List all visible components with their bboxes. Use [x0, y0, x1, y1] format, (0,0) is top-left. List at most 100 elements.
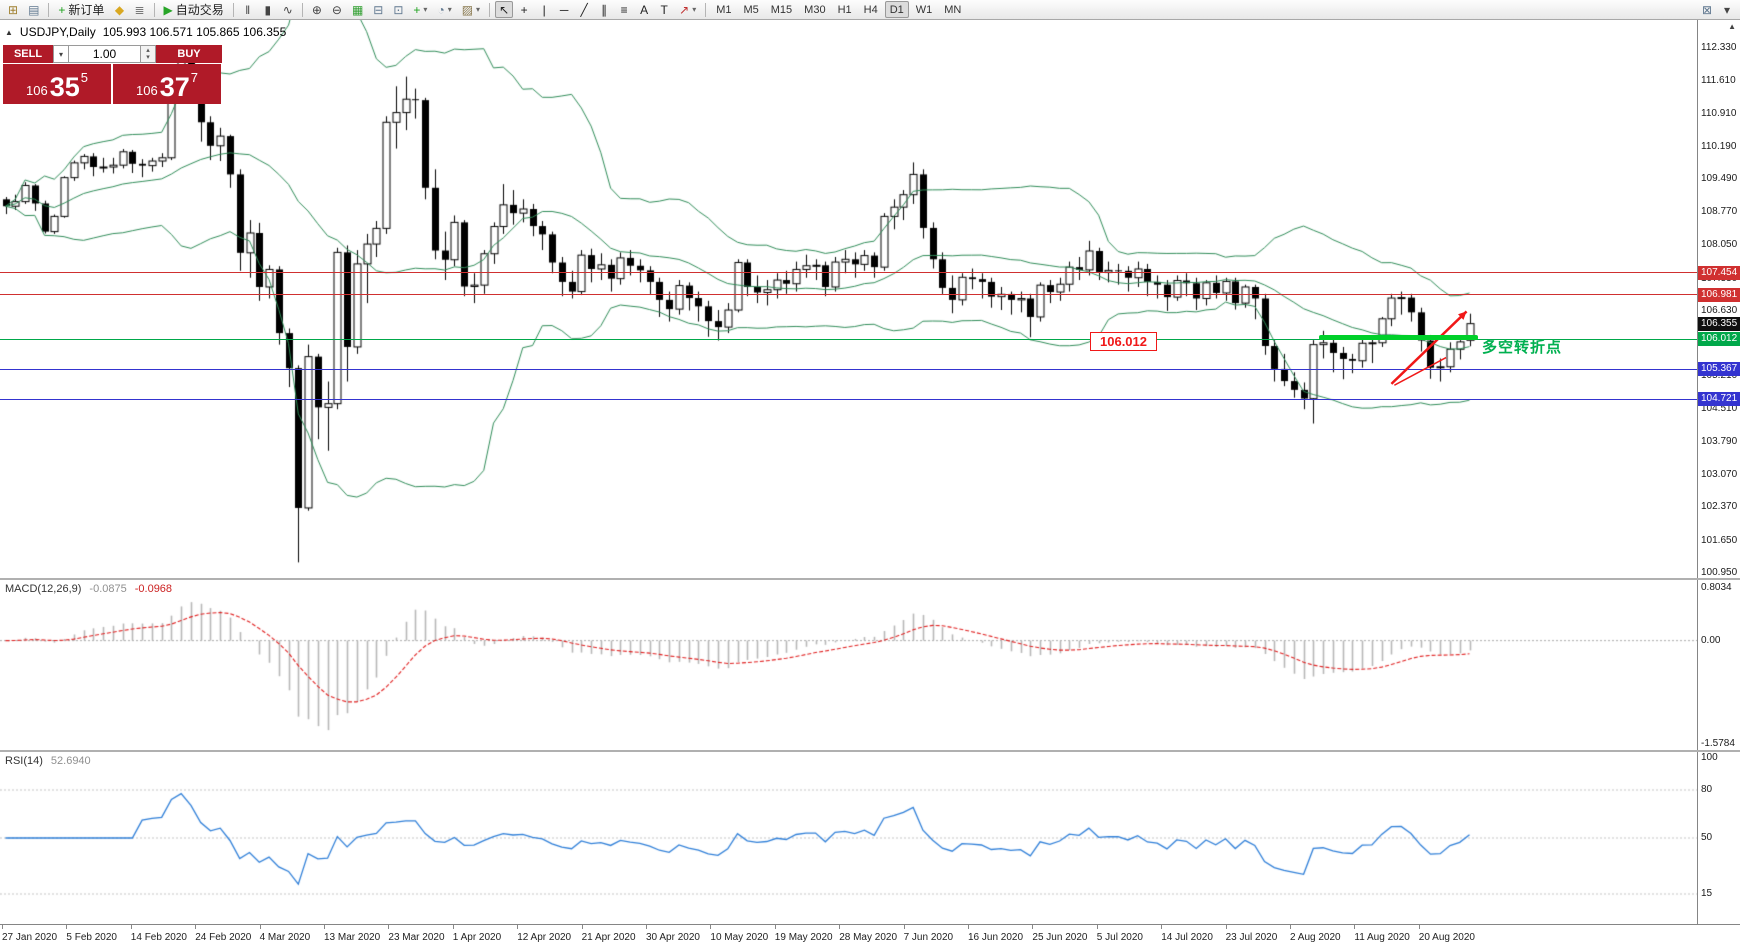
price-chart-canvas[interactable]	[0, 20, 1697, 578]
buy-button[interactable]: BUY	[156, 45, 222, 63]
new-order-button-glyph: +	[58, 2, 66, 17]
price-axis[interactable]: 112.330 111.610 110.910 110.190 109.490 108.7…	[1697, 20, 1740, 578]
cascade-windows-icon[interactable]: ⊟	[369, 1, 387, 18]
print-icon-glyph: ⊠	[1701, 2, 1712, 17]
timeframe-button-m15[interactable]: M15	[770, 3, 793, 16]
rsi-canvas[interactable]	[0, 752, 1697, 924]
horizontal-line-icon[interactable]: ─	[555, 1, 573, 18]
timeframe-button-h4[interactable]: H4	[863, 3, 878, 16]
date-label: 1 Apr 2020	[452, 932, 502, 943]
candlestick-mode-icon-glyph: ▮	[264, 2, 272, 17]
arrows-icon[interactable]: ↗ ▾	[675, 1, 700, 18]
sell-price-button[interactable]: 106 35 5	[3, 64, 111, 104]
new-order-button[interactable]: + 新订单	[54, 1, 108, 18]
panel-splitter[interactable]	[0, 750, 1740, 752]
order-type-dropdown[interactable]: ▾	[53, 45, 69, 63]
chart-scroll-up-icon[interactable]: ▲	[1728, 22, 1736, 31]
date-label: 24 Feb 2020	[195, 932, 252, 943]
cursor-icon[interactable]: ↖	[495, 1, 514, 18]
date-tick	[1418, 925, 1420, 929]
line-chart-mode-icon[interactable]: ∿	[279, 1, 297, 18]
line-chart-mode-icon-glyph: ∿	[282, 2, 293, 17]
date-label: 30 Apr 2020	[646, 932, 700, 943]
text-label-icon-glyph: T	[660, 2, 668, 17]
dropdown-caret-icon: ▾	[423, 5, 428, 14]
date-label: 13 Mar 2020	[324, 932, 381, 943]
autotrading-button[interactable]: ▶ 自动交易	[160, 1, 228, 18]
rsi-scale-label: 50	[1701, 832, 1713, 843]
candlestick-mode-icon[interactable]: ▮	[259, 1, 277, 18]
print-icon[interactable]: ⊠	[1698, 1, 1716, 18]
one-click-trading-toggle[interactable]: ▲	[5, 27, 13, 37]
date-label: 7 Jun 2020	[903, 932, 954, 943]
toolbar-separator	[232, 2, 234, 17]
price-tick: 110.190	[1701, 140, 1737, 152]
time-axis[interactable]: 27 Jan 2020 5 Feb 2020 14 Feb 2020 24 Feb 2…	[0, 924, 1740, 949]
chart-profiles-icon[interactable]: ▤	[24, 1, 43, 18]
crosshair-icon[interactable]: +	[515, 1, 533, 18]
date-label: 27 Jan 2020	[2, 932, 58, 943]
toolbar-overflow-icon-glyph: ▾	[1723, 2, 1731, 17]
new-chart-icon[interactable]: ⊞	[4, 1, 22, 18]
timeframe-button-m30[interactable]: M30	[804, 3, 826, 16]
rsi-axis[interactable]: 100 80 50 15	[1697, 752, 1740, 924]
timeframe-button-m1[interactable]: M1	[716, 3, 732, 16]
vertical-line-icon[interactable]: |	[535, 1, 553, 18]
metaeditor-icon-glyph: ◆	[114, 2, 125, 17]
buy-price-sup: 7	[190, 70, 198, 85]
trendline-icon[interactable]: ╱	[575, 1, 593, 18]
sell-price-big: 35	[49, 72, 80, 103]
zoom-in-icon-glyph: ⊕	[311, 2, 322, 17]
periods-icon[interactable]: ◔ ▾	[433, 1, 455, 18]
support-highlight-line[interactable]	[1319, 335, 1479, 341]
price-tick: 100.950	[1701, 567, 1738, 578]
macd-value: -0.0875	[89, 583, 127, 595]
date-label: 28 May 2020	[839, 932, 898, 943]
buy-price-button[interactable]: 106 37 7	[113, 64, 221, 104]
tile-windows-icon[interactable]: ▦	[348, 1, 367, 18]
channel-icon[interactable]: ∥	[595, 1, 613, 18]
add-indicator-icon[interactable]: + ▾	[409, 1, 431, 18]
zoom-in-icon[interactable]: ⊕	[308, 1, 326, 18]
fibonacci-icon[interactable]: ≡	[615, 1, 633, 18]
one-click-trade-panel: SELL ▾ ▴ ▾ BUY 106 35 5 106	[3, 45, 222, 104]
metaeditor-icon[interactable]: ◆	[110, 1, 128, 18]
price-callout-label[interactable]: 106.012	[1090, 332, 1157, 351]
date-tick	[1096, 925, 1098, 929]
price-tick: 108.770	[1701, 206, 1738, 218]
sell-price-prefix: 106	[26, 83, 48, 98]
rsi-name: RSI(14)	[5, 755, 43, 767]
macd-scale-label: -1.5784	[1701, 738, 1735, 749]
timeframe-button-w1[interactable]: W1	[915, 3, 933, 16]
text-label-icon[interactable]: T	[655, 1, 673, 18]
timeframe-button-m5[interactable]: M5	[743, 3, 759, 16]
rsi-scale-label: 100	[1701, 752, 1718, 763]
date-tick	[1032, 925, 1034, 929]
lot-spinner[interactable]: ▴ ▾	[141, 45, 156, 63]
scripts-icon-glyph: ≣	[134, 2, 145, 17]
macd-axis[interactable]: 0.8034 0.00 -1.5784	[1697, 580, 1740, 750]
turning-point-label[interactable]: 多空转折点	[1482, 339, 1563, 356]
macd-canvas[interactable]	[0, 580, 1697, 750]
zoom-out-icon[interactable]: ⊖	[328, 1, 346, 18]
zoom-out-icon-glyph: ⊖	[331, 2, 342, 17]
timeframe-button-mn[interactable]: MN	[944, 3, 962, 16]
scripts-icon[interactable]: ≣	[130, 1, 148, 18]
timeframe-button-d1[interactable]: D1	[884, 1, 909, 18]
date-label: 14 Feb 2020	[130, 932, 187, 943]
price-tick: 108.050	[1701, 239, 1738, 251]
templates-icon[interactable]: ▨ ▾	[458, 1, 484, 18]
rsi-indicator-label: RSI(14) 52.6940	[5, 755, 91, 767]
chart-symbol-period: USDJPY,Daily	[19, 25, 96, 39]
toolbar-overflow-icon[interactable]: ▾	[1718, 1, 1736, 18]
lot-size-input[interactable]	[69, 45, 141, 63]
text-icon[interactable]: A	[635, 1, 653, 18]
dropdown-caret-icon: ▾	[692, 5, 697, 14]
arrange-windows-icon[interactable]: ⊡	[389, 1, 407, 18]
price-tick: 103.790	[1701, 435, 1738, 447]
spinner-down-icon: ▾	[146, 54, 150, 61]
panel-splitter[interactable]	[0, 578, 1740, 580]
sell-button[interactable]: SELL	[3, 45, 53, 63]
bar-chart-mode-icon[interactable]: ‖	[239, 1, 257, 18]
timeframe-button-h1[interactable]: H1	[837, 3, 852, 16]
